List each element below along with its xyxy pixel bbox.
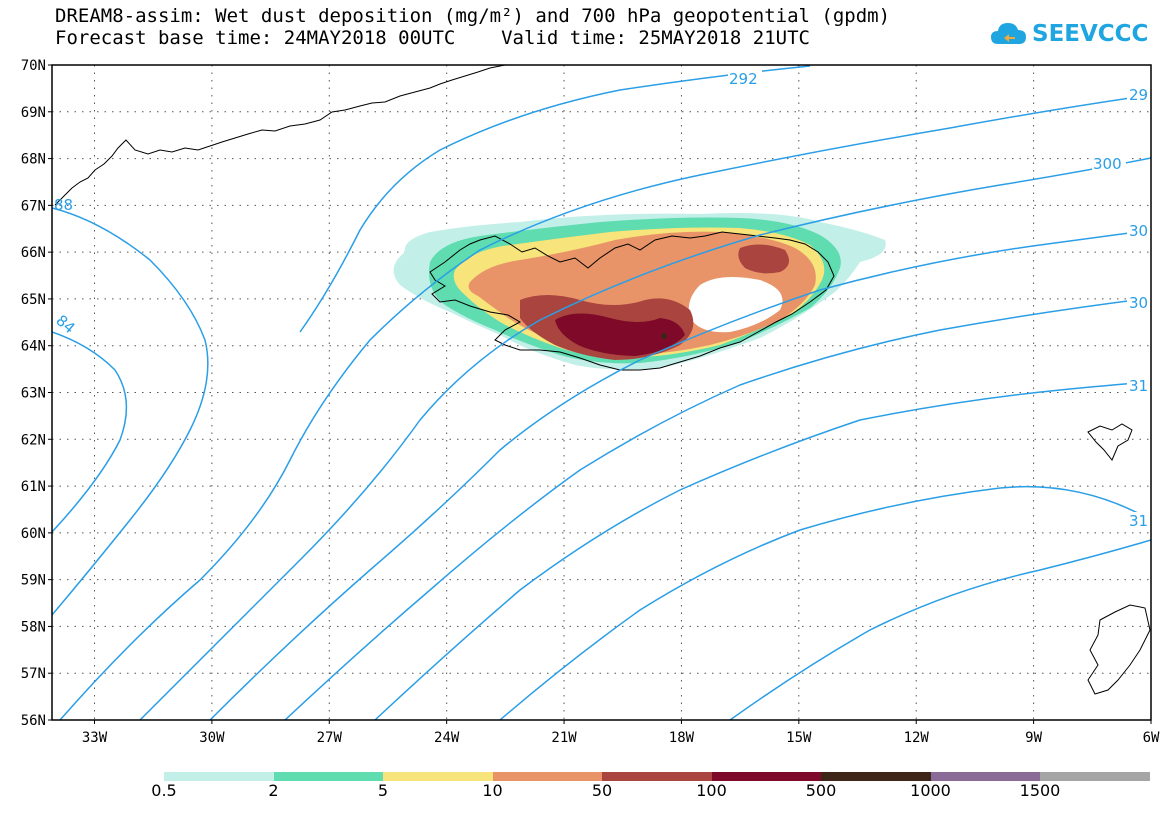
contour-304 bbox=[209, 229, 1151, 720]
contour-label: 30 bbox=[1129, 222, 1148, 240]
colorbar-swatch bbox=[711, 772, 821, 781]
dust-gap bbox=[688, 276, 783, 333]
contour-320 bbox=[729, 539, 1151, 720]
colorbar-swatch bbox=[821, 772, 931, 781]
lon-label: 33W bbox=[82, 730, 108, 746]
contour-316 bbox=[499, 485, 1151, 720]
map-frame bbox=[51, 64, 1152, 721]
lat-label: 62N bbox=[21, 432, 46, 448]
contour-284 bbox=[52, 207, 209, 616]
colorbar-label: 1000 bbox=[910, 781, 951, 800]
scotland-coast bbox=[1087, 604, 1151, 695]
colorbar-swatch bbox=[383, 772, 493, 781]
lat-label: 61N bbox=[21, 479, 46, 495]
lat-label: 66N bbox=[21, 245, 46, 261]
colorbar-swatch bbox=[164, 772, 274, 781]
geopotential-contours bbox=[52, 65, 1151, 720]
contour-label: 30 bbox=[1129, 294, 1148, 312]
colorbar-swatch bbox=[273, 772, 383, 781]
faroe-coast bbox=[1087, 423, 1133, 461]
latitude-labels: 70N 69N 68N 67N 66N 65N 64N 63N 62N 61N 60N 59N 58N 5… bbox=[21, 58, 52, 729]
contour-label: 88 bbox=[54, 196, 73, 214]
lat-label: 59N bbox=[21, 573, 46, 589]
colorbar-swatch bbox=[930, 772, 1040, 781]
lat-label: 70N bbox=[21, 58, 46, 74]
lon-label: 24W bbox=[434, 730, 460, 746]
colorbar-swatch bbox=[602, 772, 712, 781]
longitude-labels: 33W 30W 27W 24W 21W 18W 15W 12W 9W 6W bbox=[82, 720, 1160, 746]
contour-label: 31 bbox=[1129, 377, 1148, 395]
logo-text: SEEVCCC bbox=[1032, 21, 1149, 47]
contour-288 bbox=[52, 331, 128, 533]
lon-label: 27W bbox=[317, 730, 343, 746]
iceland-coast bbox=[429, 231, 835, 371]
colorbar-label: 0.5 bbox=[151, 781, 177, 800]
contour-292 bbox=[299, 65, 811, 333]
colorbar-label: 100 bbox=[696, 781, 727, 800]
coastlines bbox=[54, 65, 1151, 695]
lat-label: 69N bbox=[21, 105, 46, 121]
contour-300 bbox=[139, 157, 1151, 720]
gridlines bbox=[52, 65, 1151, 720]
colorbar-swatch bbox=[492, 772, 602, 781]
lon-label: 15W bbox=[786, 730, 812, 746]
lat-label: 56N bbox=[21, 713, 46, 729]
lon-label: 12W bbox=[904, 730, 930, 746]
dust-50-region-ne bbox=[738, 244, 789, 274]
colorbar-label: 50 bbox=[591, 781, 613, 800]
lat-label: 67N bbox=[21, 198, 46, 214]
colorbar-swatch bbox=[1040, 772, 1150, 781]
forecast-times: Forecast base time: 24MAY2018 00UTC Vali… bbox=[55, 27, 810, 49]
contour-label: 29 bbox=[1129, 86, 1148, 104]
dust-100-region bbox=[555, 313, 685, 356]
contour-296 bbox=[59, 94, 1151, 720]
lat-label: 68N bbox=[21, 152, 46, 168]
lon-label: 9W bbox=[1025, 730, 1042, 746]
colorbar-label: 2 bbox=[268, 781, 279, 800]
cloud-icon bbox=[991, 23, 1026, 44]
lat-label: 57N bbox=[21, 666, 46, 682]
contour-308 bbox=[284, 297, 1151, 720]
lon-label: 18W bbox=[669, 730, 695, 746]
lat-label: 58N bbox=[21, 619, 46, 635]
contour-312 bbox=[374, 381, 1151, 720]
lat-label: 63N bbox=[21, 386, 46, 402]
colorbar-label: 5 bbox=[377, 781, 389, 800]
contour-label: 31 bbox=[1129, 512, 1148, 530]
lon-label: 30W bbox=[199, 730, 225, 746]
lat-label: 60N bbox=[21, 526, 46, 542]
map-title: DREAM8-assim: Wet dust deposition (mg/m²… bbox=[55, 5, 891, 27]
dust-500-spot bbox=[661, 333, 667, 339]
greenland-coast bbox=[54, 65, 520, 206]
colorbar-label: 10 bbox=[482, 781, 503, 800]
lat-label: 64N bbox=[21, 339, 46, 355]
contour-label: 300 bbox=[1093, 155, 1122, 173]
contour-label: 292 bbox=[729, 70, 758, 88]
dust-deposition-field bbox=[393, 213, 886, 370]
lon-label: 6W bbox=[1143, 730, 1160, 746]
colorbar-label: 1500 bbox=[1019, 781, 1061, 800]
colorbar-label: 500 bbox=[805, 781, 837, 800]
lon-label: 21W bbox=[551, 730, 577, 746]
seevccc-logo: SEEVCCC bbox=[990, 20, 1148, 48]
lat-label: 65N bbox=[21, 292, 46, 308]
